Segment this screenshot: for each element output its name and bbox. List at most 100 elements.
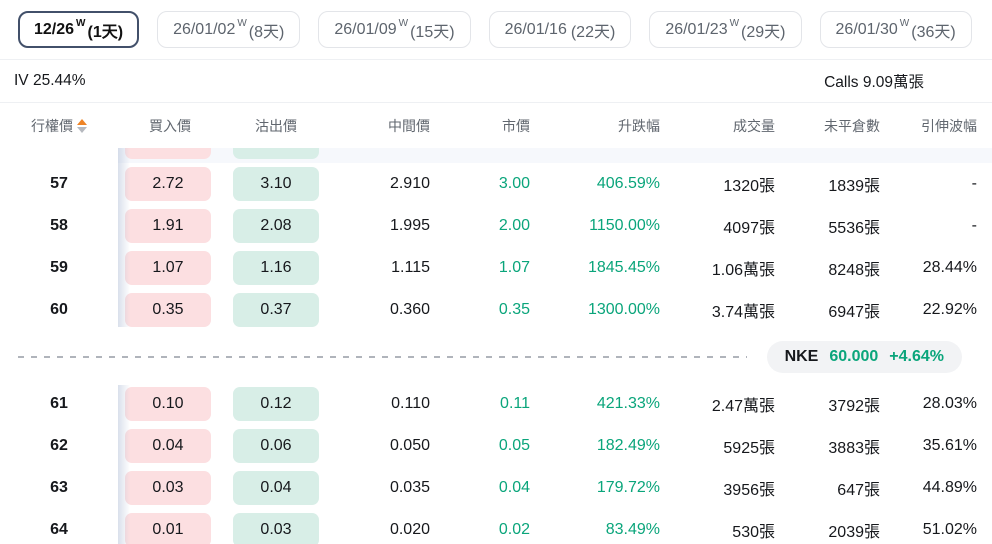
table-row[interactable]: 63 0.03 0.04 0.035 0.04 179.72% 3956張 647張 44.89… (0, 467, 992, 509)
bid-price-box[interactable]: 1.07 (125, 251, 211, 285)
weekly-superscript: W (899, 18, 910, 29)
volume-cell: 3956張 (723, 482, 775, 499)
ask-price-box[interactable]: 0.04 (233, 471, 319, 505)
ask-price-box[interactable]: 0.12 (233, 387, 319, 421)
header-strike[interactable]: 行權價 (0, 116, 118, 136)
implied-vol-cell: 22.92% (922, 301, 977, 318)
header-implied-vol: 引伸波幅 (921, 117, 977, 134)
ask-price-box[interactable]: 1.16 (233, 251, 319, 285)
clipped-row-highlight (118, 148, 992, 163)
sort-icon[interactable] (77, 118, 87, 133)
table-row[interactable]: 60 0.35 0.37 0.360 0.35 1300.00% 3.74萬張 6947張 22… (0, 289, 992, 331)
table-row[interactable]: 59 1.07 1.16 1.115 1.07 1845.45% 1.06萬張 8248張 28… (0, 247, 992, 289)
change-percent-cell: 179.72% (596, 479, 660, 496)
rows-lower: 61 0.10 0.12 0.110 0.11 421.33% 2.47萬張 3792張 28.… (0, 383, 992, 544)
strike-cell: 64 (50, 521, 68, 538)
ask-price-box[interactable]: 0.06 (233, 429, 319, 463)
strike-cell: 57 (50, 175, 68, 192)
header-ask: 沽出價 (255, 117, 297, 134)
strike-cell: 58 (50, 217, 68, 234)
ask-price-box[interactable] (233, 148, 319, 159)
table-section-lower: 61 0.10 0.12 0.110 0.11 421.33% 2.47萬張 3792張 28.… (0, 383, 992, 544)
ask-price-box[interactable]: 0.03 (233, 513, 319, 544)
dashed-line (18, 356, 747, 358)
volume-cell: 5925張 (723, 440, 775, 457)
table-row[interactable]: 64 0.01 0.03 0.020 0.02 83.49% 530張 2039張 51.02% (0, 509, 992, 544)
ask-price-box[interactable]: 2.08 (233, 209, 319, 243)
volume-cell: 1.06萬張 (711, 262, 775, 279)
last-price-cell: 1.07 (498, 259, 530, 276)
bid-price-box[interactable]: 2.72 (125, 167, 211, 201)
implied-vol-cell: 28.03% (922, 395, 977, 412)
ask-price-box[interactable]: 3.10 (233, 167, 319, 201)
bid-price-box[interactable]: 0.10 (125, 387, 211, 421)
header-volume: 成交量 (733, 117, 775, 134)
expiry-tab-5[interactable]: 26/01/30 W (36天) (819, 11, 972, 48)
table-row[interactable]: 61 0.10 0.12 0.110 0.11 421.33% 2.47萬張 3792張 28.… (0, 383, 992, 425)
strike-cell: 62 (50, 437, 68, 454)
mid-price-cell: 1.995 (389, 217, 430, 234)
weekly-superscript: W (76, 18, 86, 29)
header-change: 升跌幅 (618, 117, 660, 134)
last-price-cell: 0.05 (498, 437, 530, 454)
implied-vol-cell: - (971, 175, 977, 192)
table-row[interactable]: 58 1.91 2.08 1.995 2.00 1150.00% 4097張 5536張 - (0, 205, 992, 247)
bid-price-box[interactable]: 1.91 (125, 209, 211, 243)
change-percent-cell: 83.49% (605, 521, 660, 538)
last-price-cell: 0.02 (498, 521, 530, 538)
tab-date-label: 12/26 (34, 20, 75, 38)
table-header-row: 行權價 買入價 沽出價 中間價 市價 升跌幅 成交量 未平倉數 引伸波幅 (0, 103, 992, 148)
underlying-price: 60.000 (829, 348, 879, 365)
tab-days-label: (15天) (410, 23, 455, 41)
strike-divider: NKE 60.000 +4.64% (0, 331, 992, 383)
table-section-upper: 57 2.72 3.10 2.910 3.00 406.59% 1320張 1839張 - 58 1… (0, 148, 992, 331)
open-interest-cell: 5536張 (828, 220, 880, 237)
last-price-cell: 0.04 (498, 479, 530, 496)
tab-days-label: (1天) (87, 23, 124, 41)
expiry-tab-4[interactable]: 26/01/23 W (29天) (649, 11, 802, 48)
change-percent-cell: 182.49% (596, 437, 660, 454)
last-price-cell: 3.00 (498, 175, 530, 192)
iv-label: IV 25.44% (14, 72, 86, 89)
open-interest-cell: 6947張 (828, 304, 880, 321)
table-row[interactable]: 62 0.04 0.06 0.050 0.05 182.49% 5925張 3883張 35.6… (0, 425, 992, 467)
implied-vol-cell: - (971, 217, 977, 234)
expiry-tab-2[interactable]: 26/01/09 W (15天) (318, 11, 471, 48)
implied-vol-cell: 28.44% (922, 259, 977, 276)
volume-cell: 1320張 (723, 178, 775, 195)
implied-vol-cell: 44.89% (922, 479, 977, 496)
last-price-cell: 0.35 (498, 301, 530, 318)
underlying-symbol: NKE (784, 348, 819, 365)
tab-days-label: (8天) (248, 23, 285, 41)
mid-price-cell: 0.020 (389, 521, 430, 538)
table-row[interactable]: 57 2.72 3.10 2.910 3.00 406.59% 1320張 1839張 - (0, 163, 992, 205)
volume-cell: 2.47萬張 (711, 398, 775, 415)
header-bid: 買入價 (149, 117, 191, 134)
expiry-tab-1[interactable]: 26/01/02 W (8天) (157, 11, 301, 48)
change-percent-cell: 406.59% (596, 175, 660, 192)
weekly-superscript: W (729, 18, 740, 29)
implied-vol-cell: 51.02% (922, 521, 977, 538)
strike-cell: 60 (50, 301, 68, 318)
bid-price-box[interactable]: 0.03 (125, 471, 211, 505)
bid-price-box[interactable]: 0.01 (125, 513, 211, 544)
bid-price-box[interactable]: 0.35 (125, 293, 211, 327)
expiry-tab-3[interactable]: 26/01/16 (22天) (488, 11, 632, 48)
change-percent-cell: 1150.00% (589, 217, 660, 234)
calls-count-label: Calls 9.09萬張 (824, 74, 924, 91)
ask-price-box[interactable]: 0.37 (233, 293, 319, 327)
volume-cell: 4097張 (723, 220, 775, 237)
underlying-change: +4.64% (889, 348, 944, 365)
mid-price-cell: 0.110 (391, 395, 430, 412)
expiry-tab-0[interactable]: 12/26 W (1天) (18, 11, 140, 48)
implied-vol-cell: 35.61% (922, 437, 977, 454)
weekly-superscript: W (237, 18, 247, 29)
bid-price-box[interactable]: 0.04 (125, 429, 211, 463)
underlying-badge[interactable]: NKE 60.000 +4.64% (766, 341, 962, 373)
tab-date-label: 26/01/16 (504, 20, 567, 38)
header-open-interest: 未平倉數 (824, 117, 880, 134)
bid-price-box[interactable] (125, 148, 211, 159)
tab-date-label: 26/01/09 (334, 20, 397, 38)
open-interest-cell: 647張 (837, 482, 880, 499)
volume-cell: 530張 (732, 524, 775, 541)
